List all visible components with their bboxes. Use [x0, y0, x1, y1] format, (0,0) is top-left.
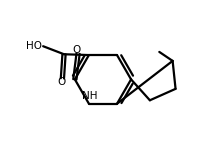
- Text: O: O: [57, 77, 66, 87]
- Text: NH: NH: [82, 91, 97, 101]
- Text: HO: HO: [26, 41, 42, 51]
- Text: O: O: [72, 45, 81, 55]
